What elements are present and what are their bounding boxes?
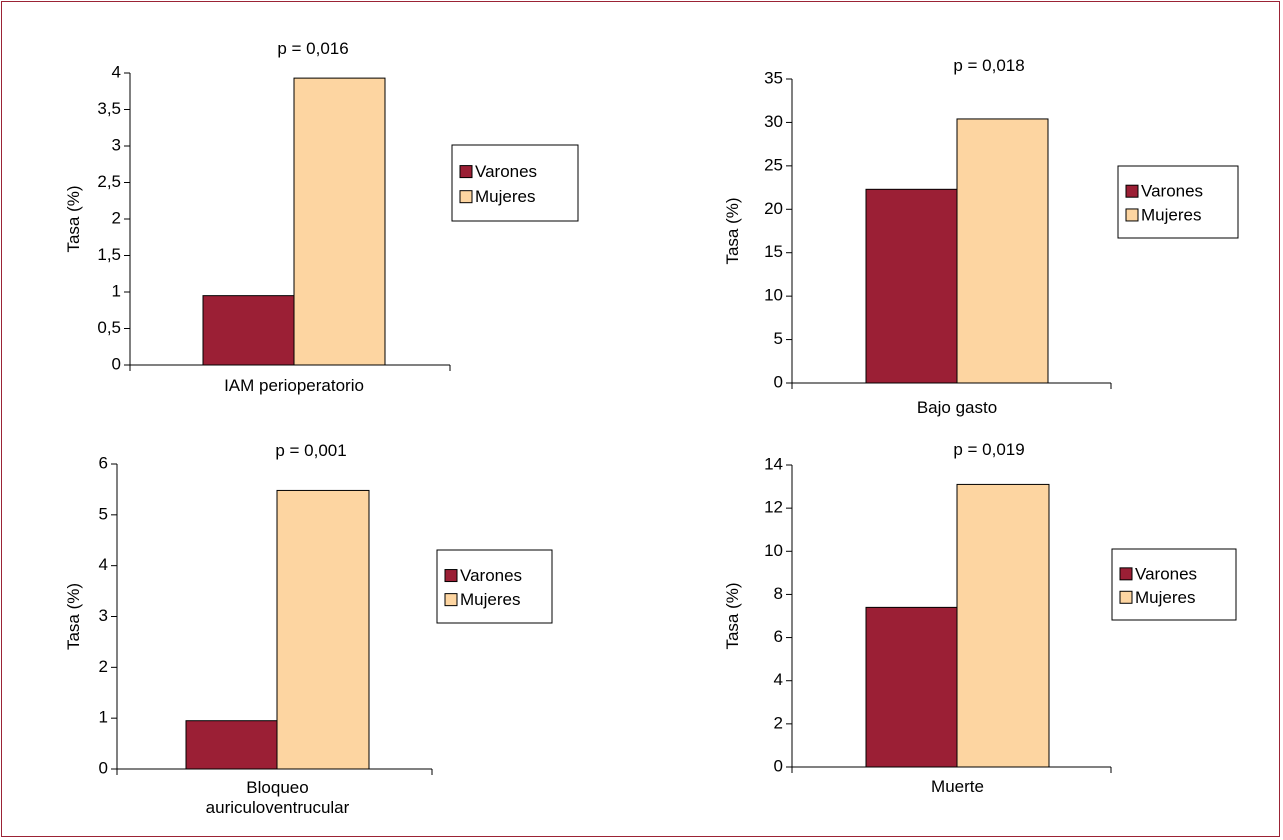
- y-tick-label: 1,5: [97, 245, 121, 264]
- legend-label-varones: Varones: [460, 566, 522, 585]
- legend-label-varones: Varones: [1141, 182, 1203, 201]
- legend-box: [436, 549, 553, 624]
- legend-box: [451, 144, 579, 222]
- y-tick-label: 8: [774, 584, 783, 603]
- y-tick-label: 20: [764, 199, 783, 218]
- chart-panel-1: p = 0,016 Tasa (%) 0 0,5 1 1,5 2 2,5 3 3,5 4 IAM pe…: [64, 39, 579, 395]
- y-tick-label: 25: [764, 155, 783, 174]
- legend-label-mujeres: Mujeres: [1135, 588, 1195, 607]
- legend-label-mujeres: Mujeres: [1141, 205, 1201, 224]
- category-label: auriculoventrucular: [206, 798, 350, 817]
- legend: Varones Mujeres: [1111, 548, 1237, 621]
- y-tick-label: 1: [112, 281, 121, 300]
- y-tick-label: 0: [774, 372, 783, 391]
- chart-panel-2: p = 0,018 Tasa (%) 0 5 10 15 20 25 30 35 Bajo gast…: [723, 56, 1239, 417]
- bar-mujeres: [293, 77, 386, 366]
- y-tick-label: 4: [99, 555, 108, 574]
- y-tick-label: 1: [99, 708, 108, 727]
- chart-title: p = 0,018: [953, 56, 1024, 75]
- y-tick-label: 6: [774, 627, 783, 646]
- y-tick-label: 2: [99, 657, 108, 676]
- chart-panel-4: p = 0,019 Tasa (%) 0 2 4 6 8 10 12 14 Muerte Varone…: [723, 440, 1237, 796]
- category-label: IAM perioperatorio: [224, 376, 364, 395]
- y-tick-label: 2,5: [97, 172, 121, 191]
- bar-mujeres: [956, 118, 1049, 384]
- y-tick-label: 0,5: [97, 318, 121, 337]
- legend-label-mujeres: Mujeres: [475, 187, 535, 206]
- legend-swatch-varones: [1119, 567, 1133, 581]
- y-tick-label: 30: [764, 112, 783, 131]
- y-tick-label: 0: [112, 354, 121, 373]
- legend: Varones Mujeres: [436, 549, 553, 624]
- legend-swatch-mujeres: [1125, 208, 1139, 222]
- legend-label-mujeres: Mujeres: [460, 590, 520, 609]
- y-tick-label: 10: [764, 286, 783, 305]
- bar-varones: [202, 295, 295, 366]
- bar-mujeres: [956, 483, 1050, 768]
- y-axis-label: Tasa (%): [723, 197, 742, 264]
- y-tick-label: 4: [774, 670, 783, 689]
- y-tick-label: 0: [774, 756, 783, 775]
- y-tick-label: 10: [764, 541, 783, 560]
- legend-swatch-varones: [444, 569, 458, 583]
- legend-swatch-varones: [459, 165, 473, 179]
- legend-swatch-mujeres: [1119, 590, 1133, 604]
- legend-swatch-mujeres: [459, 190, 473, 204]
- legend-label-varones: Varones: [1135, 564, 1197, 583]
- bar-varones: [185, 720, 278, 770]
- chart-title: p = 0,016: [277, 39, 348, 58]
- bar-varones: [865, 188, 958, 384]
- y-tick-label: 3,5: [97, 99, 121, 118]
- y-axis-label: Tasa (%): [64, 185, 83, 252]
- legend-label-varones: Varones: [475, 162, 537, 181]
- y-tick-label: 3: [112, 135, 121, 154]
- y-tick-label: 3: [99, 606, 108, 625]
- y-tick-label: 5: [99, 504, 108, 523]
- y-tick-label: 15: [764, 242, 783, 261]
- y-tick-label: 6: [99, 453, 108, 472]
- y-axis-label: Tasa (%): [723, 582, 742, 649]
- y-tick-label: 2: [112, 208, 121, 227]
- legend-swatch-varones: [1125, 184, 1139, 198]
- legend-box: [1111, 548, 1237, 621]
- y-tick-label: 14: [764, 454, 783, 473]
- y-tick-label: 4: [112, 62, 121, 81]
- y-tick-label: 12: [764, 498, 783, 517]
- chart-title: p = 0,001: [275, 441, 346, 460]
- bar-varones: [865, 606, 958, 768]
- chart-title: p = 0,019: [953, 440, 1024, 459]
- bar-mujeres: [276, 489, 370, 770]
- legend-box: [1117, 165, 1239, 239]
- y-tick-label: 2: [774, 713, 783, 732]
- legend-swatch-mujeres: [444, 593, 458, 607]
- y-tick-label: 35: [764, 68, 783, 87]
- legend: Varones Mujeres: [1117, 165, 1239, 239]
- category-label: Bajo gasto: [917, 398, 997, 417]
- chart-panel-3: p = 0,001 Tasa (%) 0 1 2 3 4 5 6 Bloqueoauriculov…: [64, 441, 553, 817]
- y-tick-label: 5: [774, 329, 783, 348]
- y-axis-label: Tasa (%): [64, 583, 83, 650]
- y-tick-label: 0: [99, 758, 108, 777]
- legend: Varones Mujeres: [451, 144, 579, 222]
- category-label: Muerte: [931, 777, 984, 796]
- category-label: Bloqueo: [246, 778, 308, 797]
